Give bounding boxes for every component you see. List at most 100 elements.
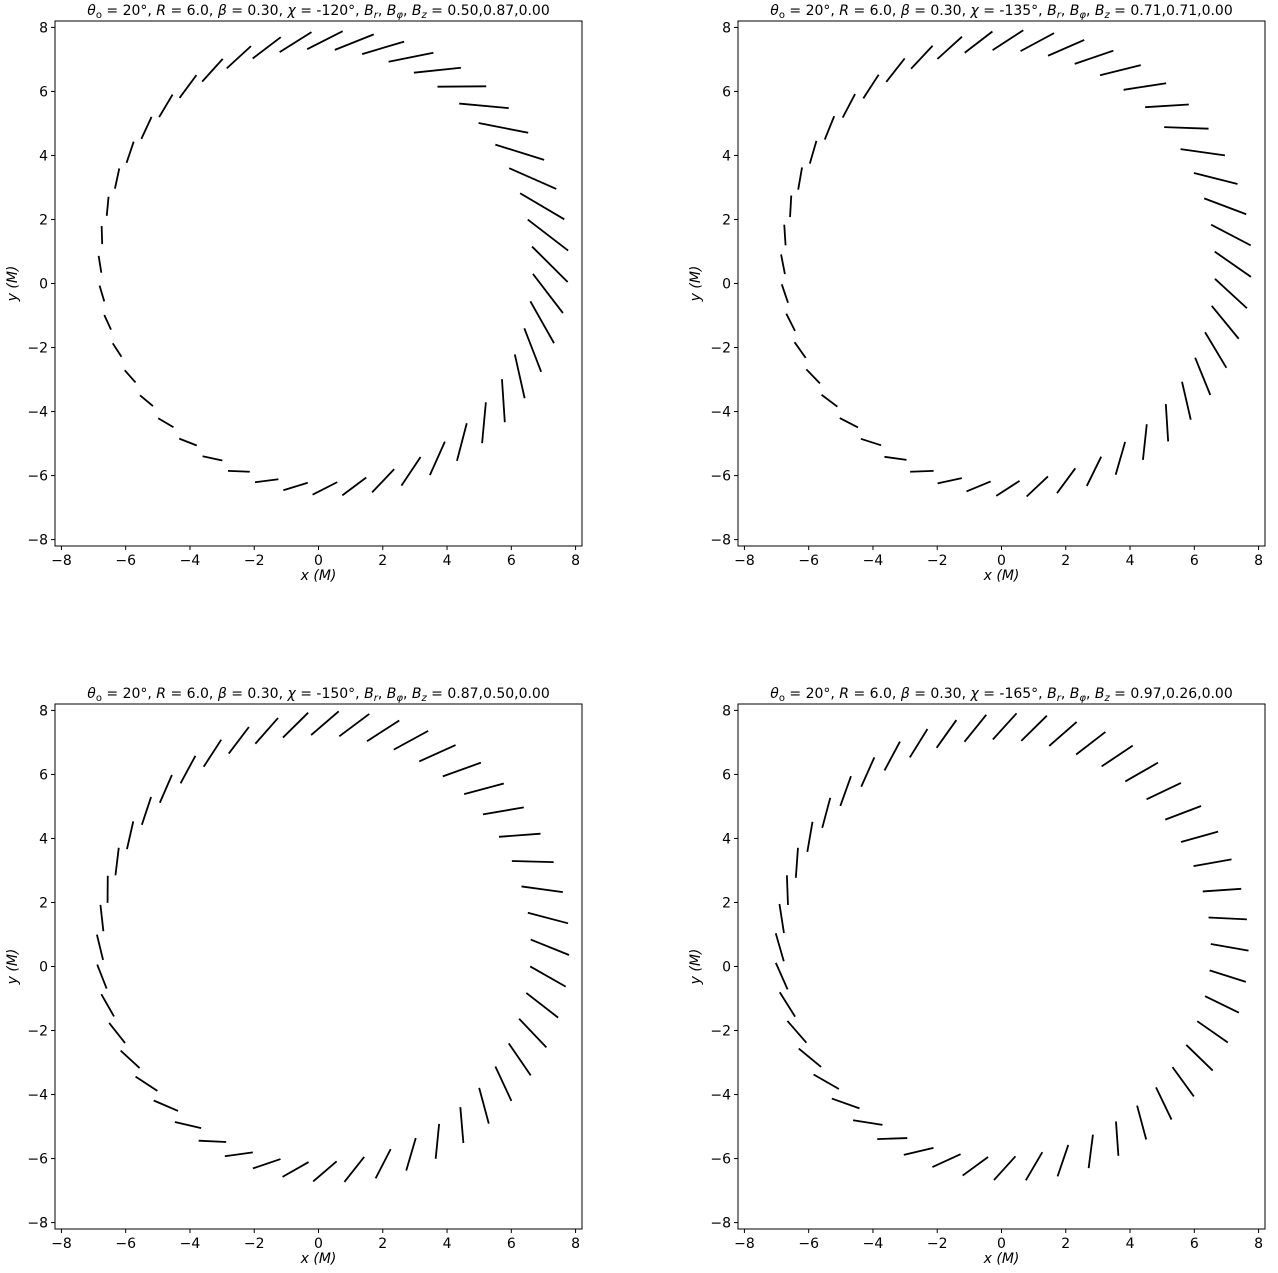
polarization-tick: [124, 369, 137, 384]
polarization-tick: [785, 875, 789, 905]
polarization-tick: [962, 1156, 989, 1177]
chart-title: θo = 20°, R = 6.0, β = 0.30, χ = -165°, …: [770, 686, 1233, 704]
polarization-tick: [179, 755, 197, 784]
polarization-tick: [463, 782, 505, 796]
chart-title: θo = 20°, R = 6.0, β = 0.30, χ = -120°, …: [87, 3, 550, 21]
polarization-tick: [1193, 858, 1232, 868]
x-tick-label: 8: [1254, 553, 1263, 569]
x-tick-label: −6: [798, 1236, 819, 1252]
polarization-tick: [860, 756, 876, 788]
polarization-tick: [279, 31, 312, 53]
polarization-tick: [780, 284, 789, 304]
polarization-tick: [808, 140, 818, 164]
polarization-tick: [226, 45, 252, 70]
polarization-tick: [529, 300, 555, 344]
polarization-ticks: [774, 712, 1249, 1181]
polarization-tick: [1101, 744, 1134, 768]
x-tick-label: 4: [1126, 1236, 1135, 1252]
x-tick-label: 8: [1254, 1236, 1263, 1252]
polarization-tick: [862, 74, 880, 99]
y-tick-label: −6: [27, 469, 48, 485]
polarization-tick: [1056, 1144, 1070, 1177]
polarization-tick: [935, 719, 958, 749]
axes-frame: [737, 703, 1266, 1230]
x-tick-label: 4: [443, 1236, 452, 1252]
y-axis-label: y (M): [688, 949, 704, 986]
polarization-tick: [877, 1137, 908, 1141]
polarization-tick: [99, 904, 105, 932]
x-tick-label: −6: [115, 1236, 136, 1252]
y-tick-label: 2: [722, 895, 731, 911]
x-tick-label: 2: [1061, 1236, 1070, 1252]
polarization-tick: [532, 273, 564, 314]
x-tick-label: −2: [244, 1236, 265, 1252]
polarization-tick: [1146, 782, 1182, 801]
polarization-tick: [786, 1020, 808, 1044]
x-tick-label: 0: [314, 553, 323, 569]
polarization-tick: [806, 821, 814, 853]
polarization-tick: [202, 739, 222, 768]
polarization-tick: [1164, 805, 1202, 821]
x-tick-label: −2: [927, 553, 948, 569]
polarization-tick: [442, 761, 482, 778]
y-tick-label: −2: [27, 341, 48, 357]
y-tick-label: 6: [722, 84, 731, 100]
polarization-tick: [482, 806, 524, 816]
polarization-tick: [1171, 1066, 1195, 1097]
x-tick-label: 0: [997, 553, 1006, 569]
x-tick-label: 2: [378, 1236, 387, 1252]
polarization-tick: [778, 903, 785, 934]
x-axis-label: x (M): [300, 568, 337, 584]
axes-frame: [737, 20, 1266, 547]
polarization-tick: [775, 962, 789, 990]
polarization-tick: [1086, 456, 1102, 487]
y-tick-label: −8: [710, 533, 731, 549]
polarization-tick: [459, 1107, 465, 1144]
x-tick-label: −4: [863, 553, 884, 569]
polarization-tick: [508, 1042, 532, 1076]
y-tick-label: 2: [39, 895, 48, 911]
polarization-tick: [839, 417, 859, 429]
polarization-tick: [178, 74, 198, 99]
y-tick-label: −8: [27, 1216, 48, 1232]
chart-panel-4: θo = 20°, R = 6.0, β = 0.30, χ = -165°, …: [688, 686, 1266, 1267]
y-axis-label: y (M): [5, 266, 21, 303]
y-tick-label: 8: [722, 703, 731, 719]
x-tick-label: −2: [244, 553, 265, 569]
y-tick-label: 6: [39, 767, 48, 783]
polarization-tick: [139, 394, 154, 407]
x-tick-label: 2: [378, 553, 387, 569]
y-tick-label: −2: [710, 1024, 731, 1040]
polarization-tick: [839, 775, 852, 807]
polarization-tick: [456, 423, 468, 462]
x-tick-label: −6: [798, 553, 819, 569]
polarization-tick: [831, 1097, 860, 1110]
polarization-tick: [114, 168, 121, 189]
y-tick-label: 8: [39, 703, 48, 719]
x-tick-label: 0: [997, 1236, 1006, 1252]
polarization-tick: [312, 481, 338, 496]
polarization-tick: [140, 116, 153, 140]
x-tick-label: −8: [734, 553, 755, 569]
polarization-tick: [224, 1151, 253, 1158]
x-tick-label: 6: [507, 553, 516, 569]
polarization-tick: [202, 455, 223, 462]
polarization-tick: [108, 1022, 126, 1044]
polarization-tick: [964, 30, 993, 54]
polarization-tick: [343, 1156, 365, 1183]
y-tick-label: 6: [722, 767, 731, 783]
polarization-tick: [388, 51, 434, 63]
polarization-tick: [135, 1075, 158, 1092]
polarization-tick: [371, 468, 395, 494]
polarization-tick: [459, 102, 509, 110]
polarization-tick: [283, 481, 309, 492]
polarization-tick: [393, 730, 429, 751]
polarization-tick: [1074, 49, 1114, 65]
y-tick-label: −8: [27, 533, 48, 549]
polarization-tick: [1026, 475, 1049, 498]
x-tick-label: −2: [927, 1236, 948, 1252]
polarization-tick: [174, 1121, 202, 1130]
polarization-tick: [852, 1119, 883, 1126]
x-tick-label: 0: [314, 1236, 323, 1252]
polarization-tick: [910, 45, 934, 70]
